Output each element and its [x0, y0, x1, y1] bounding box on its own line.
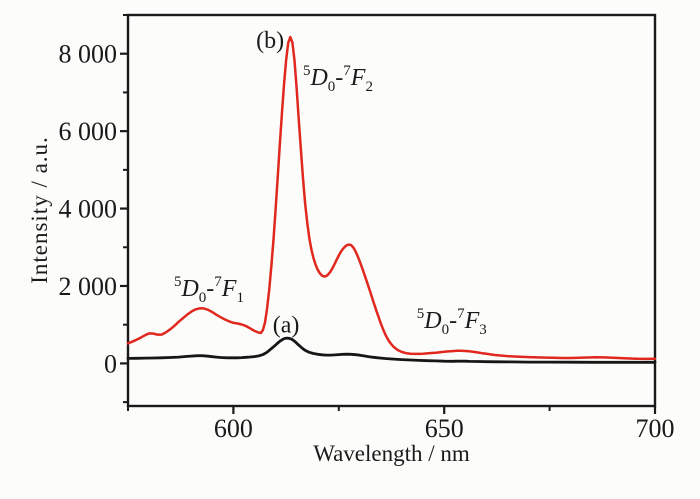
y-tick-label: 4 000 — [59, 195, 118, 224]
x-tick-label: 600 — [214, 414, 253, 443]
x-axis-title: Wavelength / nm — [313, 441, 470, 466]
label-b: (b) — [256, 28, 284, 54]
y-tick-label: 0 — [104, 349, 117, 378]
transition-5D0-7F1: 5D0-7F1 — [174, 274, 244, 306]
curve-b-red — [126, 35, 657, 361]
curve-a-black — [126, 336, 657, 364]
transition-5D0-7F2: 5D0-7F2 — [303, 63, 373, 95]
label-a: (a) — [273, 313, 300, 339]
y-tick-label: 2 000 — [59, 272, 118, 301]
plot-frame — [126, 13, 657, 408]
y-axis-title: Intensity / a.u. — [27, 136, 52, 284]
y-tick-label: 8 000 — [59, 40, 118, 69]
transition-5D0-7F3: 5D0-7F3 — [417, 306, 487, 338]
x-tick-label: 700 — [636, 414, 675, 443]
y-tick-label: 6 000 — [59, 117, 118, 146]
x-tick-label: 650 — [425, 414, 464, 443]
